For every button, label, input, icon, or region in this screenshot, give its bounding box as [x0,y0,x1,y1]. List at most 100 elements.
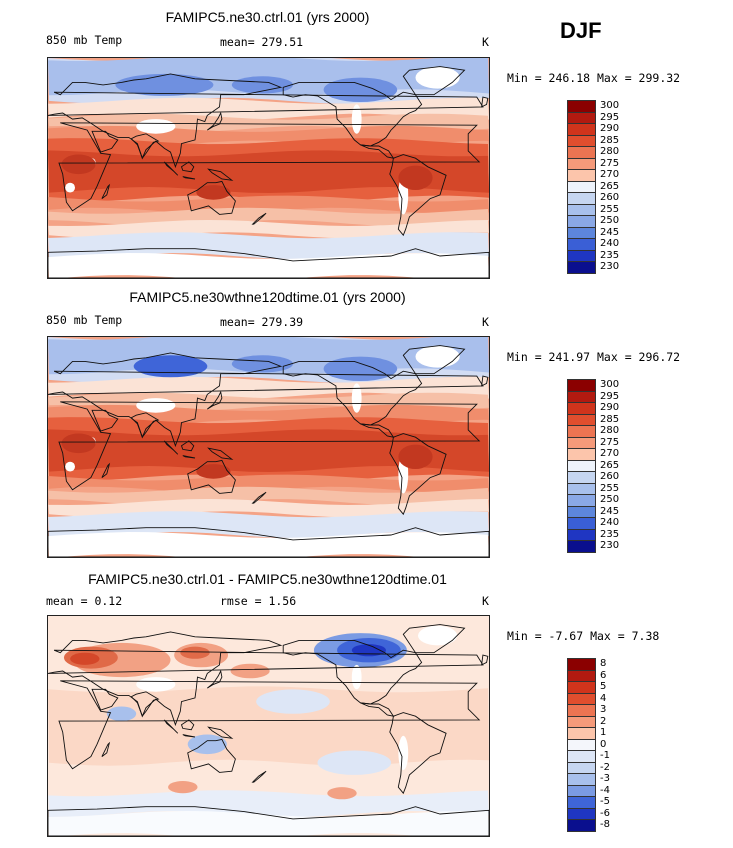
colorbar-tick-label: 295 [600,390,620,402]
coastline [101,462,111,478]
contour-region [351,644,386,657]
coastline [207,111,223,131]
coastline [182,455,196,459]
coastline [207,726,234,739]
colorbar-tick-label: 235 [600,528,620,540]
colorbar-tick-label: 250 [600,494,620,505]
panel-3-rmse-label: rmse = 1.56 [220,594,297,608]
panel-3-mean-label: mean = 0.12 [46,594,123,608]
coastline [91,409,119,432]
coastline [58,122,481,212]
colorbar-tick-label: 3 [600,704,607,715]
contour-region [70,652,100,665]
contour-band [48,429,489,472]
contour-region [180,646,210,659]
colorbar-tick-label: 270 [600,448,620,459]
colorbar-tick-label: 245 [600,505,620,517]
coastline [187,738,236,773]
colorbar-tick-label: -5 [600,796,610,807]
colorbar-tick-label: 4 [600,692,607,704]
colorbar-tick-label: 5 [600,681,607,692]
contour-region [231,76,293,94]
contour-region [323,356,398,381]
panel-2-minmax: Min = 241.97 Max = 296.72 [507,350,681,364]
contour-region [65,461,75,472]
coastline [182,176,196,180]
contour-region [106,706,137,722]
contour-region [133,355,208,378]
colorbar-tick-label: 295 [600,111,620,123]
colorbar-tick-label: 300 [600,379,620,390]
contour-band [48,811,489,836]
colorbar-tick-label: 8 [600,658,607,669]
contour-region [398,444,433,469]
colorbar-tick-label: 265 [600,459,620,471]
panel-1-variable-label: 850 mb Temp [46,33,123,47]
colorbar-tick-label: -1 [600,750,610,761]
contour-region [230,663,270,679]
coastline [48,631,484,727]
colorbar-tick-label: 6 [600,669,607,681]
colorbar-tick-label: 240 [600,517,620,528]
colorbar-tick-label: 290 [600,402,620,413]
colorbar-tick-label: -3 [600,773,610,784]
contour-region [256,689,330,714]
colorbar-tick-label: 280 [600,425,620,436]
contour-band [48,207,489,226]
coastline [402,624,466,654]
panel-2-units-label: K [482,315,489,329]
contour-region [351,664,362,690]
contour-band [48,474,489,493]
colorbar-swatch [567,819,596,832]
coastline [282,639,423,705]
contour-region [398,735,409,770]
coastline [180,161,195,173]
coastline [130,691,160,718]
coastline [402,345,466,375]
contour-region [415,66,460,89]
contour-region [136,119,176,134]
colorbar-tick-label: 300 [600,100,620,111]
contour-band [48,532,489,557]
colorbar-tick-label: 0 [600,738,607,750]
coastline [130,133,160,160]
colorbar-tick-label: 285 [600,413,620,425]
contour-band [48,486,489,505]
panel-2-map [47,336,490,558]
coastline [58,401,481,491]
coastline [389,712,447,795]
contour-band [48,511,489,538]
coastline [481,96,489,108]
coastline [180,719,195,731]
coastline [48,73,484,169]
colorbar-tick-label: 230 [600,261,620,272]
panel-3-map [47,615,490,837]
panel-1-map [47,57,490,279]
colorbar-swatch [567,540,596,553]
coastline [207,168,234,181]
colorbar-tick-label: 1 [600,727,607,738]
coastline [180,440,195,452]
colorbar-tick-label: 265 [600,180,620,192]
contour-band [48,686,489,766]
colorbar-tick-label: 275 [600,157,620,169]
contour-region [351,104,362,134]
coastline [389,154,447,237]
coastline [101,183,111,199]
panel-2-variable-label: 850 mb Temp [46,313,123,327]
coastline [91,688,119,711]
contour-region [65,182,75,193]
coastlines [48,624,489,836]
contour-region [196,464,231,479]
colorbar-tick-label: 275 [600,436,620,448]
panel-3-map-svg [48,616,489,836]
coastline [58,680,481,770]
contour-region [351,383,362,413]
contour-region [327,787,357,800]
coastline [251,212,267,225]
colorbar-tick-label: 250 [600,215,620,226]
contour-region [196,185,231,200]
coastline [187,180,236,215]
coastline [48,248,489,278]
coastline [207,447,234,460]
